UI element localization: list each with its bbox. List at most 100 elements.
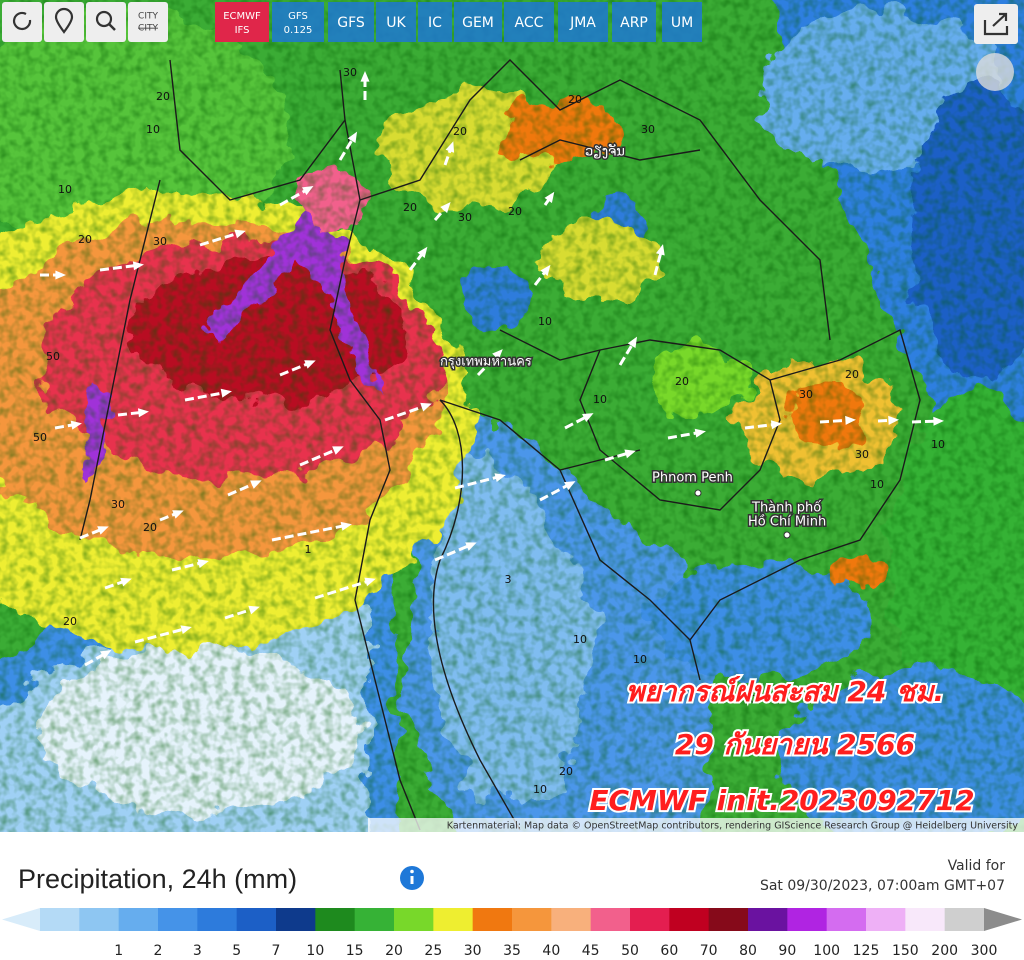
model-name: UK — [386, 15, 406, 31]
colorbar-tick-label: 200 — [931, 943, 958, 959]
model-button[interactable] — [328, 2, 374, 42]
overlay-text: 29 กันยายน 2566 — [675, 728, 915, 761]
colorbar-swatch — [748, 908, 788, 931]
model-button[interactable] — [376, 2, 416, 42]
wind-arrow-head — [494, 473, 506, 483]
wind-arrow — [653, 247, 664, 276]
colorbar-swatch — [826, 908, 867, 931]
wind-arrow-head — [655, 244, 665, 256]
locate-button[interactable] — [44, 2, 84, 42]
model-name: ECMWF — [223, 11, 261, 22]
contour-label: 10 — [931, 438, 945, 451]
wind-arrow-head — [770, 420, 782, 430]
model-button[interactable] — [662, 2, 702, 42]
colorbar-swatch — [590, 908, 631, 931]
colorbar-swatch — [512, 908, 552, 931]
wind-arrow-head — [624, 449, 636, 459]
wind-arrows — [40, 71, 944, 667]
colorbar-swatch — [669, 908, 710, 931]
colorbar-tick-label: 7 — [272, 943, 281, 959]
colorbar-swatch — [276, 908, 316, 931]
wind-arrow — [338, 134, 357, 161]
model-button[interactable] — [454, 2, 502, 42]
contour-label: 20 — [78, 233, 92, 246]
model-button[interactable] — [418, 2, 452, 42]
overlay-text: พยากรณ์ฝนสะสม 24 ชม. — [626, 675, 944, 708]
contour-label: 30 — [111, 498, 125, 511]
contour-label: 10 — [633, 653, 647, 666]
model-button[interactable] — [612, 2, 656, 42]
model-name: JMA — [569, 15, 596, 31]
contour-label: 10 — [870, 478, 884, 491]
colorbar-swatch — [551, 908, 592, 931]
wind-arrow-head — [347, 131, 358, 143]
colorbar-swatch — [708, 908, 749, 931]
contour-label: 10 — [743, 693, 757, 706]
model-button[interactable] — [215, 2, 269, 42]
model-sub: IFS — [235, 25, 250, 36]
zoom-button[interactable] — [86, 2, 126, 42]
legend-title: Precipitation, 24h (mm) — [18, 864, 297, 894]
place-label: กรุงเทพมหานคร — [440, 355, 532, 370]
contour-label: 30 — [458, 211, 472, 224]
wind-arrow — [434, 542, 474, 562]
texture — [0, 0, 1024, 832]
place-label: Phnom Penh — [652, 471, 733, 486]
colorbar-tick-label: 35 — [503, 943, 521, 959]
contour-label: 30 — [855, 448, 869, 461]
wind-arrow-head — [360, 71, 370, 82]
colorbar-tick-label: 45 — [582, 943, 600, 959]
wind-arrow-head — [933, 416, 944, 426]
contour-label: 10 — [58, 183, 72, 196]
colorbar-tick-label: 15 — [346, 943, 364, 959]
wind-arrow-head — [332, 446, 344, 455]
contour-label: 10 — [146, 123, 160, 136]
wind-arrow-head — [180, 625, 192, 635]
wind-arrow-head — [465, 542, 477, 551]
model-name: ARP — [620, 15, 648, 31]
wind-arrow — [184, 390, 229, 402]
wind-arrow-head — [364, 577, 376, 587]
colorbar-tick-label: 100 — [813, 943, 840, 959]
wind-arrow-head — [845, 415, 856, 425]
wind-arrow — [911, 419, 941, 424]
colorbar-tick-label: 3 — [193, 943, 202, 959]
contour-label: 20 — [403, 201, 417, 214]
wind-arrow-head — [304, 360, 316, 369]
model-button[interactable] — [558, 2, 608, 42]
city-dot — [783, 531, 791, 539]
model-name: GFS — [288, 11, 308, 22]
wind-arrow — [454, 474, 503, 490]
reload-button[interactable] — [2, 2, 42, 42]
colorbar-swatch — [40, 908, 80, 931]
fullscreen-button[interactable] — [976, 53, 1014, 91]
colorbar-tick-label: 70 — [700, 943, 718, 959]
colorbar-tick-label: 300 — [971, 943, 998, 959]
place-label: ວຽງຈັນ — [585, 144, 625, 159]
colorbar-swatch — [315, 908, 356, 931]
colorbar-tick-label: 125 — [853, 943, 880, 959]
wind-arrow-head — [420, 402, 432, 412]
wind-arrow-head — [137, 408, 149, 418]
contour-label: 20 — [143, 521, 157, 534]
contour-label: 10 — [533, 783, 547, 796]
wind-arrow-head — [55, 270, 66, 280]
model-button[interactable] — [504, 2, 554, 42]
attribution-bg — [368, 818, 1024, 832]
contour-label: 3 — [505, 573, 512, 586]
wind-arrow-head — [564, 481, 576, 491]
model-selector: ECMWF IFS GFS 0.125 GFS UK IC GEM ACC JMA ARP UM — [215, 2, 702, 42]
colorbar-swatch — [118, 908, 159, 931]
colorbar-tick-label: 1 — [114, 943, 123, 959]
wind-arrow — [618, 339, 637, 366]
city-button[interactable] — [128, 2, 168, 42]
wind-arrow — [134, 626, 189, 644]
colorbar-tick-label: 80 — [739, 943, 757, 959]
attribution: Kartenmaterial: Map data © OpenStreetMap… — [447, 821, 1019, 832]
wind-arrow — [314, 578, 373, 600]
model-button[interactable] — [272, 2, 324, 42]
colorbar-swatch — [472, 908, 513, 931]
colorbar-swatch — [787, 908, 828, 931]
